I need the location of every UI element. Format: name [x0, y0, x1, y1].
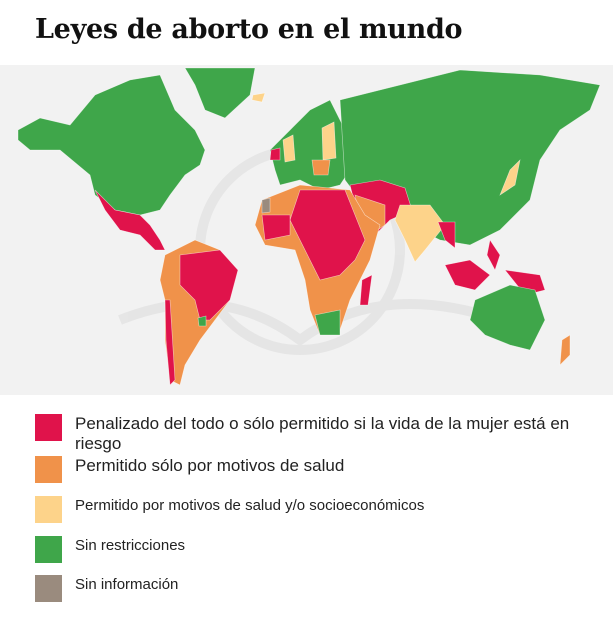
legend-item-health-only: Permitido sólo por motivos de salud	[35, 456, 344, 483]
region-myanmar	[437, 221, 456, 249]
page-title: Leyes de aborto en el mundo	[35, 14, 463, 45]
legend-label: Penalizado del todo o sólo permitido si …	[75, 414, 570, 453]
legend-swatch	[35, 496, 62, 523]
world-map	[0, 65, 613, 395]
region-uruguay	[197, 315, 207, 327]
region-uk	[282, 134, 296, 163]
legend-swatch	[35, 414, 62, 441]
legend-item-unrestricted: Sin restricciones	[35, 536, 185, 563]
region-poland	[311, 159, 331, 176]
region-australia	[469, 284, 546, 351]
legend-item-health-socio: Permitido por motivos de salud y/o socio…	[35, 496, 424, 523]
region-chile	[164, 299, 176, 386]
region-japan	[499, 159, 521, 196]
region-ireland	[269, 147, 281, 161]
region-finland	[321, 121, 337, 161]
region-central-africa	[289, 189, 366, 281]
region-new-zealand	[559, 334, 571, 366]
region-western-sahara	[261, 197, 271, 214]
region-brazil	[179, 249, 239, 321]
region-indonesia-west	[444, 259, 491, 291]
region-west-africa	[261, 214, 291, 241]
region-india	[394, 204, 446, 263]
legend-label: Permitido sólo por motivos de salud	[75, 456, 345, 475]
region-iceland	[251, 92, 266, 103]
legend-label: Permitido por motivos de salud y/o socio…	[75, 497, 425, 514]
region-greenland	[184, 67, 256, 119]
legend-label: Sin información	[75, 576, 179, 593]
legend-label: Sin restricciones	[75, 537, 186, 554]
region-philippines	[486, 239, 501, 271]
legend-swatch	[35, 536, 62, 563]
region-north-america	[17, 74, 206, 216]
region-madagascar	[359, 274, 373, 306]
legend-swatch	[35, 575, 62, 602]
legend-item-penalized: Penalizado del todo o sólo permitido si …	[35, 414, 575, 454]
region-mexico-central-america	[94, 189, 166, 251]
region-southern-africa	[314, 309, 341, 336]
legend-item-no-info: Sin información	[35, 575, 178, 602]
legend-swatch	[35, 456, 62, 483]
